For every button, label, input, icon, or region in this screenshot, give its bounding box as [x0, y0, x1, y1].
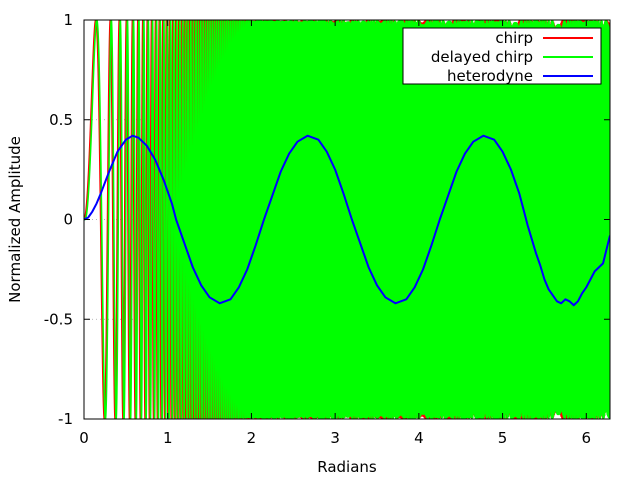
x-tick-label: 2 — [247, 429, 257, 447]
legend-label: heterodyne — [447, 67, 533, 85]
y-tick-label: -0.5 — [44, 310, 73, 328]
x-tick-label: 5 — [498, 429, 508, 447]
series-heterodyne-line — [84, 134, 610, 307]
series-delayed-chirp-line — [84, 20, 610, 419]
y-tick-label: 0.5 — [49, 111, 73, 129]
legend-label: delayed chirp — [431, 48, 533, 66]
plot-area — [84, 20, 610, 419]
y-tick-label: 0 — [63, 211, 73, 229]
x-tick-label: 6 — [582, 429, 592, 447]
x-tick-label: 0 — [79, 429, 89, 447]
axis-ticks: 0 1 2 3 4 5 6 1 0.5 0 -0.5 -1 — [44, 11, 610, 447]
y-axis-label: Normalized Amplitude — [6, 136, 24, 303]
x-tick-label: 3 — [330, 429, 340, 447]
y-tick-label: 1 — [63, 11, 73, 29]
legend-label: chirp — [495, 29, 533, 47]
y-tick-label: -1 — [58, 410, 73, 428]
x-tick-label: 1 — [163, 429, 173, 447]
x-tick-label: 4 — [414, 429, 424, 447]
x-axis-label: Radians — [317, 458, 377, 476]
